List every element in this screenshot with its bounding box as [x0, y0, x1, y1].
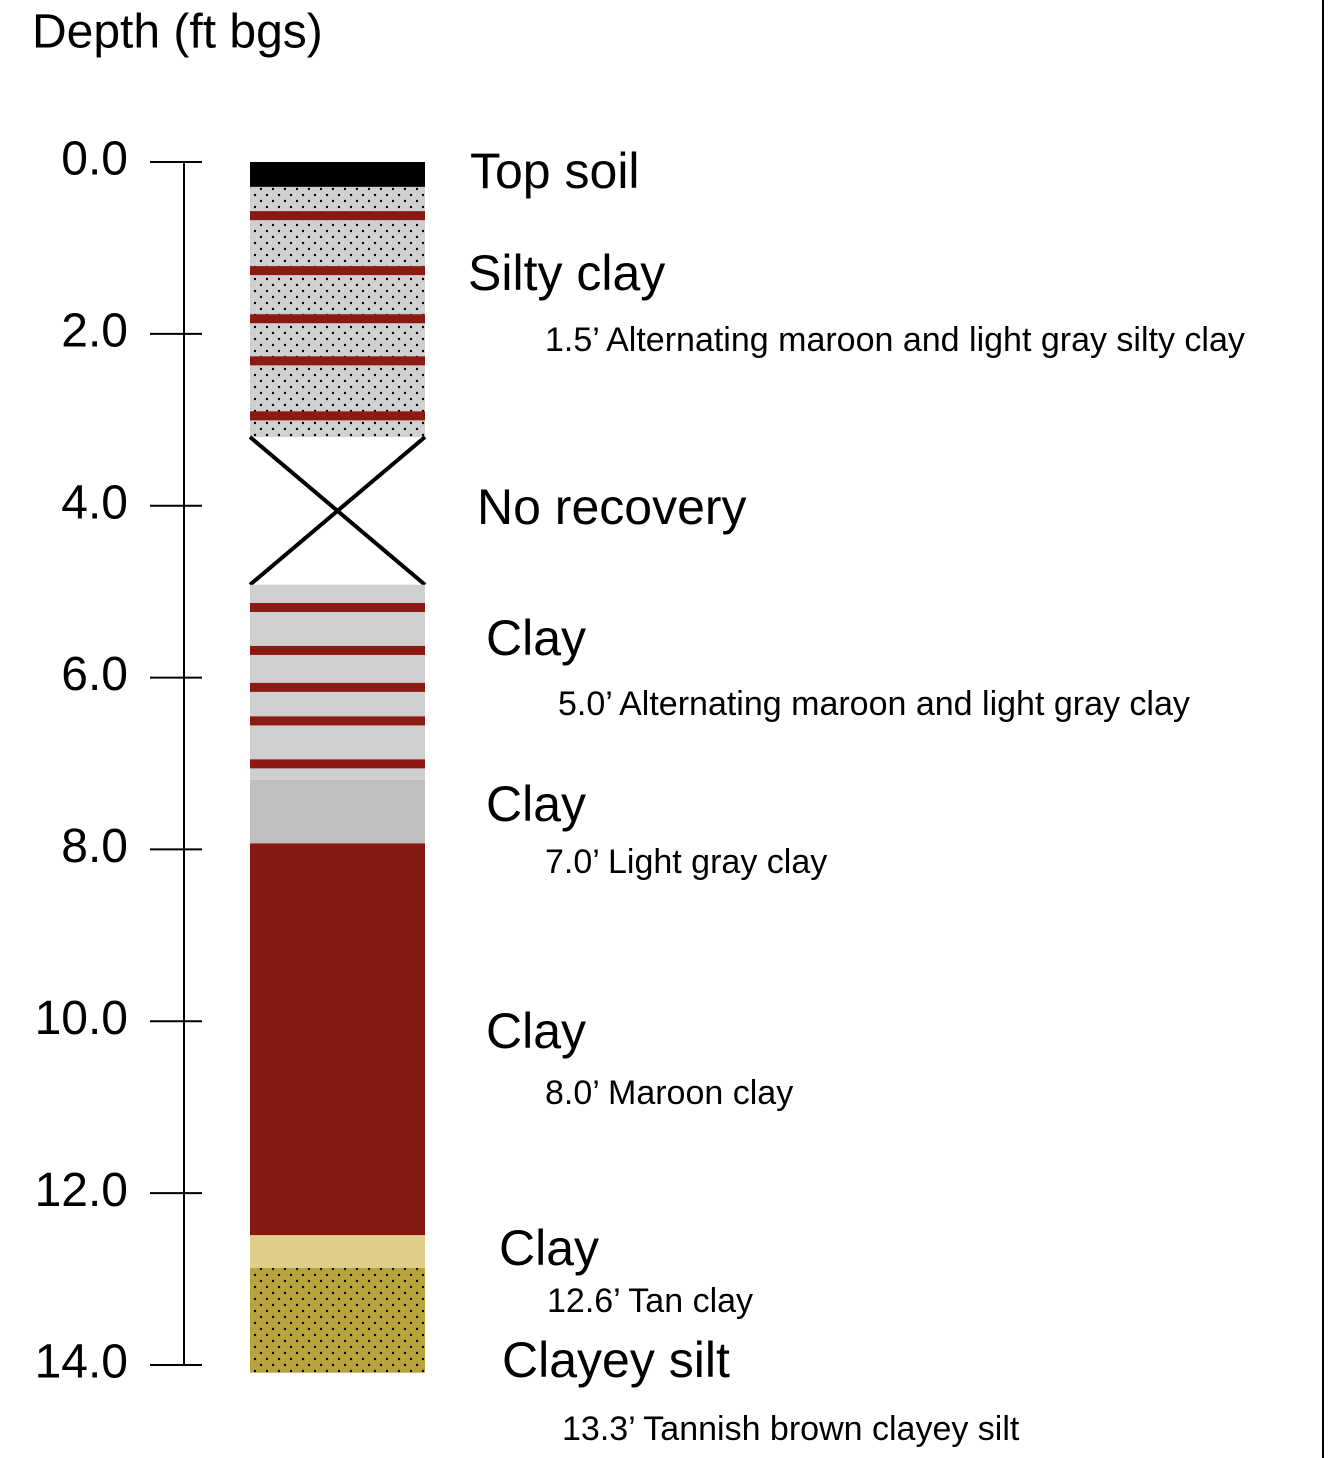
tick-label: 6.0 [61, 648, 128, 701]
layer-description: 13.3’ Tannish brown clayey silt [562, 1410, 1020, 1448]
layer-name: Clay [499, 1220, 599, 1276]
layer-description: 1.5’ Alternating maroon and light gray s… [545, 321, 1245, 359]
layer-name: No recovery [477, 479, 747, 535]
layer [250, 584, 425, 780]
tick-label: 12.0 [35, 1164, 128, 1217]
tick-label: 8.0 [61, 820, 128, 873]
tick-label: 10.0 [35, 992, 128, 1045]
layer-description: 7.0’ Light gray clay [545, 843, 827, 881]
layer-description: 8.0’ Maroon clay [545, 1074, 793, 1112]
layer-name: Clayey silt [502, 1332, 730, 1388]
layer [250, 779, 425, 844]
layer-name: Clay [486, 776, 586, 832]
layer [250, 162, 425, 187]
stripe [250, 266, 425, 276]
layer-pattern [250, 1267, 425, 1373]
layer-name: Clay [486, 1003, 586, 1059]
stripe [250, 645, 425, 655]
tick-label: 0.0 [61, 133, 128, 186]
layer-name: Top soil [470, 143, 640, 199]
tick-label: 2.0 [61, 305, 128, 358]
stripe [250, 356, 425, 366]
layer [250, 1235, 425, 1268]
tick-label: 14.0 [35, 1336, 128, 1389]
layer [250, 843, 425, 1236]
layer-description: 12.6’ Tan clay [547, 1282, 753, 1320]
layer-name: Clay [486, 610, 586, 666]
layer-name: Silty clay [468, 245, 665, 301]
no-recovery-cross [248, 435, 427, 587]
layer-pattern [250, 186, 425, 437]
stripe [250, 716, 425, 726]
tick-label: 4.0 [61, 476, 128, 529]
stripe [250, 211, 425, 221]
stripe [250, 759, 425, 769]
layer-description: 5.0’ Alternating maroon and light gray c… [558, 685, 1190, 723]
stripe [250, 602, 425, 612]
stripe [250, 314, 425, 324]
stripe [250, 682, 425, 692]
axis-title: Depth (ft bgs) [32, 6, 323, 59]
stripe [250, 411, 425, 421]
